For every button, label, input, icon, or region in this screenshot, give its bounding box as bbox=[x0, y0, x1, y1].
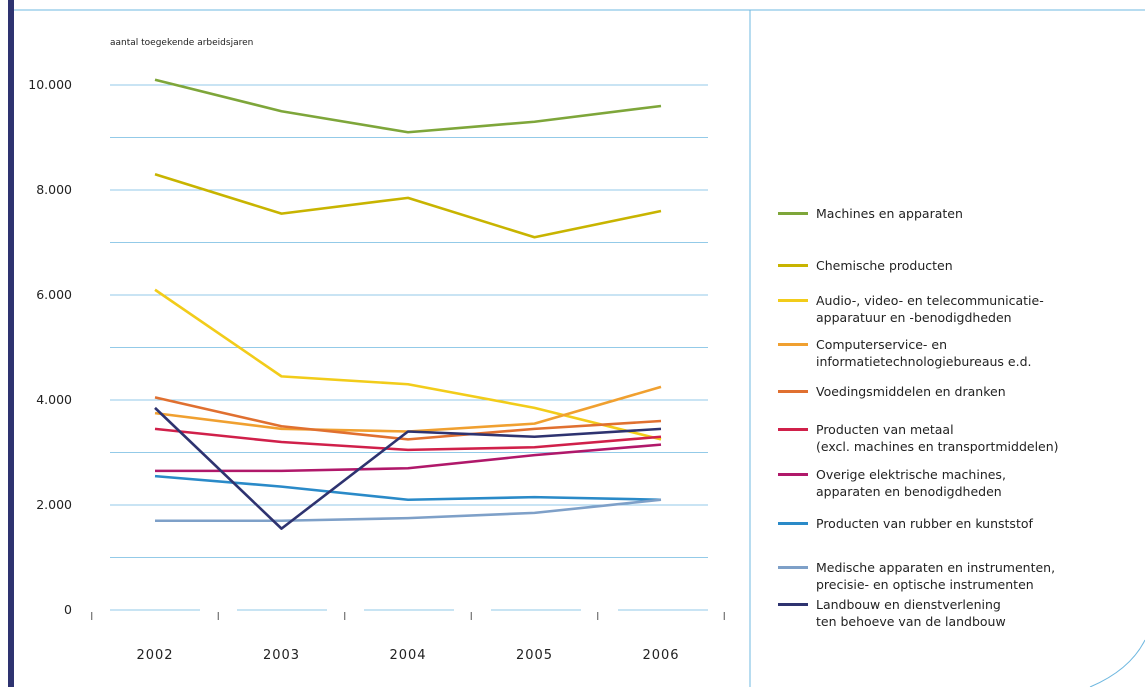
legend-item: Voedingsmiddelen en dranken bbox=[778, 383, 1006, 400]
legend-item: Producten van rubber en kunststof bbox=[778, 515, 1033, 532]
legend-label: Chemische producten bbox=[816, 258, 953, 273]
series-line bbox=[154, 406, 662, 530]
corner-arc bbox=[1089, 639, 1145, 687]
series-line bbox=[154, 474, 662, 502]
series-line bbox=[154, 288, 662, 441]
legend-swatch bbox=[778, 473, 808, 476]
legend-label: Producten van metaal (excl. machines en … bbox=[816, 422, 1059, 454]
legend-item: Medische apparaten en instrumenten, prec… bbox=[778, 559, 1055, 593]
x-tick-label: 2005 bbox=[516, 648, 553, 663]
legend-item: Audio-, video- en telecommunicatie- appa… bbox=[778, 292, 1044, 326]
legend-swatch bbox=[778, 428, 808, 431]
x-tick-label: 2002 bbox=[136, 648, 173, 663]
series-line bbox=[154, 396, 662, 441]
legend-swatch bbox=[778, 522, 808, 525]
series-line bbox=[154, 78, 662, 134]
legend-label: Voedingsmiddelen en dranken bbox=[816, 384, 1006, 399]
series-line bbox=[155, 498, 662, 523]
y-tick-label: 2.000 bbox=[36, 497, 72, 512]
legend-label: Producten van rubber en kunststof bbox=[816, 516, 1033, 531]
legend-swatch bbox=[778, 212, 808, 215]
y-tick-label: 8.000 bbox=[36, 182, 72, 197]
legend-label: Audio-, video- en telecommunicatie- appa… bbox=[816, 293, 1044, 325]
legend-item: Machines en apparaten bbox=[778, 205, 963, 222]
legend-swatch bbox=[778, 264, 808, 267]
legend-swatch bbox=[778, 390, 808, 393]
legend-item: Chemische producten bbox=[778, 257, 953, 274]
legend-item: Overige elektrische machines, apparaten … bbox=[778, 466, 1006, 500]
x-tick-label: 2003 bbox=[263, 648, 300, 663]
y-tick-label: 6.000 bbox=[36, 287, 72, 302]
series-line bbox=[154, 173, 662, 239]
y-axis-title: aantal toegekende arbeidsjaren bbox=[110, 38, 253, 48]
legend-label: Landbouw en dienstverlening ten behoeve … bbox=[816, 597, 1006, 629]
legend-swatch bbox=[778, 566, 808, 569]
legend-swatch bbox=[778, 299, 808, 302]
y-tick-label: 4.000 bbox=[36, 392, 72, 407]
x-tick-label: 2006 bbox=[642, 648, 679, 663]
legend-item: Computerservice- en informatietechnologi… bbox=[778, 336, 1032, 370]
side-bar bbox=[8, 0, 14, 687]
legend-label: Medische apparaten en instrumenten, prec… bbox=[816, 560, 1056, 592]
legend-label: Computerservice- en informatietechnologi… bbox=[816, 337, 1032, 369]
legend-item: Producten van metaal (excl. machines en … bbox=[778, 421, 1059, 455]
x-tick-label: 2004 bbox=[389, 648, 426, 663]
y-tick-label: 10.000 bbox=[28, 77, 72, 92]
legend-swatch bbox=[778, 343, 808, 346]
series-line bbox=[154, 427, 662, 452]
legend-item: Landbouw en dienstverlening ten behoeve … bbox=[778, 596, 1006, 630]
legend-label: Machines en apparaten bbox=[816, 206, 963, 221]
legend-label: Overige elektrische machines, apparaten … bbox=[816, 467, 1006, 499]
y-tick-label: 0 bbox=[64, 602, 72, 617]
series-line bbox=[155, 443, 662, 473]
legend-swatch bbox=[778, 603, 808, 606]
